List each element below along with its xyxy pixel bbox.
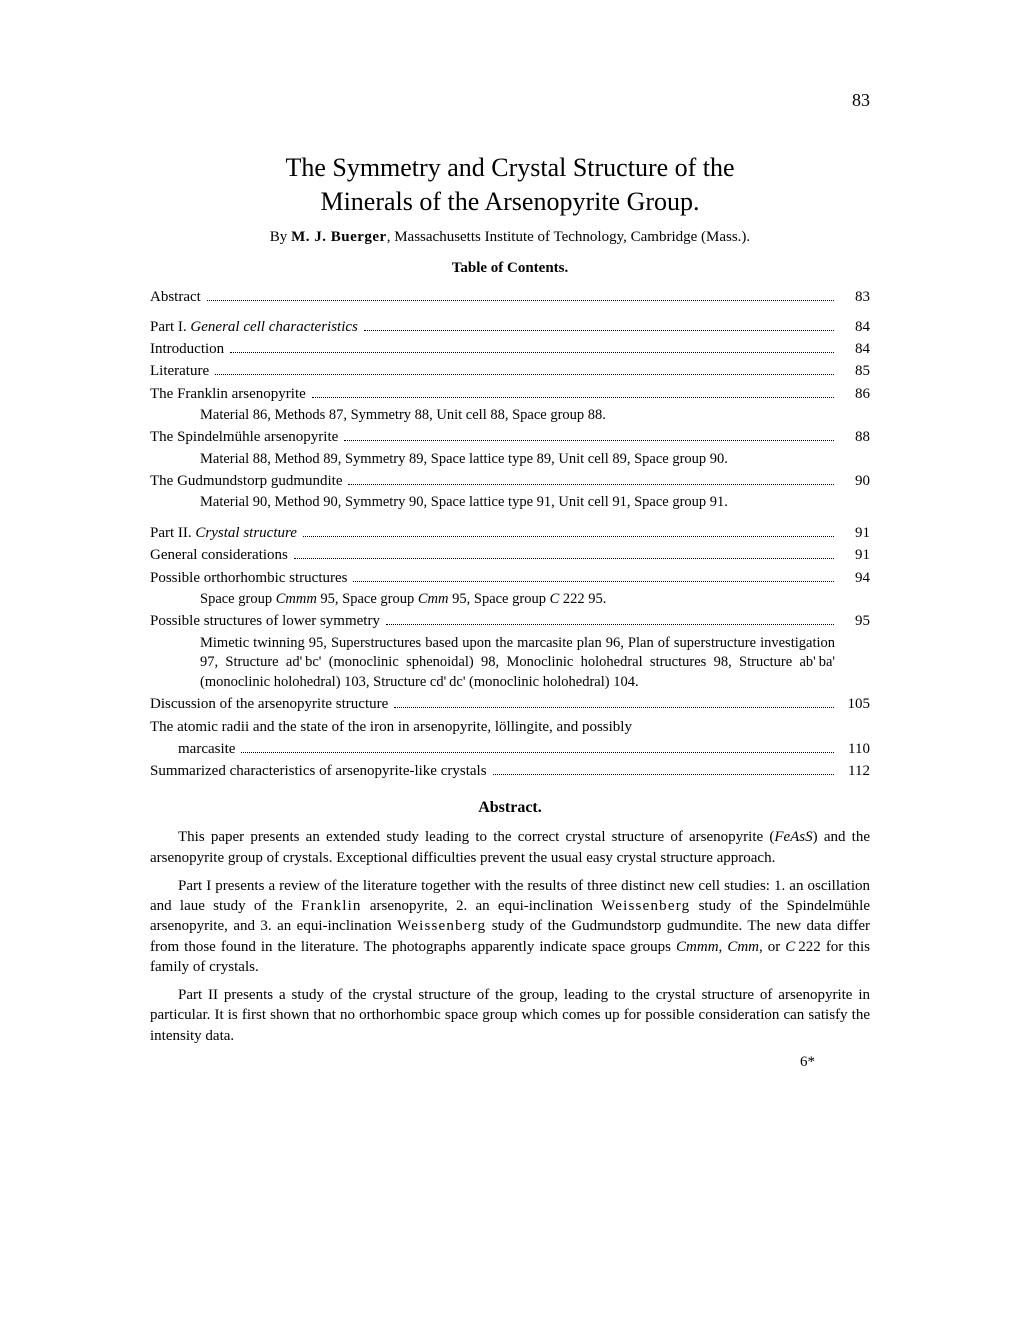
abstract-heading: Abstract. bbox=[150, 799, 870, 817]
dot-leader bbox=[207, 288, 834, 301]
toc-label: Part I. General cell characteristics bbox=[150, 317, 358, 337]
toc-label: Literature bbox=[150, 361, 209, 381]
toc-row-general: General considerations 91 bbox=[150, 545, 870, 565]
toc-page: 91 bbox=[840, 523, 870, 543]
toc-row-abstract: Abstract 83 bbox=[150, 287, 870, 307]
dot-leader bbox=[215, 362, 834, 375]
page-number: 83 bbox=[150, 90, 870, 111]
toc-page: 88 bbox=[840, 427, 870, 447]
abstract-body: This paper presents an extended study le… bbox=[150, 827, 870, 1046]
toc-row-part1: Part I. General cell characteristics 84 bbox=[150, 317, 870, 337]
toc-row-spindel: The Spindelmühle arsenopyrite 88 bbox=[150, 427, 870, 447]
toc-row-part2: Part II. Crystal structure 91 bbox=[150, 523, 870, 543]
toc-sub-orthorhombic: Space group Cmmm 95, Space group Cmm 95,… bbox=[150, 590, 870, 610]
abstract-para-2: Part I presents a review of the literatu… bbox=[150, 876, 870, 977]
dot-leader bbox=[344, 428, 834, 441]
toc-row-radii-1: The atomic radii and the state of the ir… bbox=[150, 717, 870, 737]
toc-row-lower-symmetry: Possible structures of lower symmetry 95 bbox=[150, 611, 870, 631]
dot-leader bbox=[493, 762, 834, 775]
toc-label: Abstract bbox=[150, 287, 201, 307]
toc-label: Introduction bbox=[150, 339, 224, 359]
dot-leader bbox=[230, 340, 834, 353]
dot-leader bbox=[386, 612, 834, 625]
toc-label: Summarized characteristics of arsenopyri… bbox=[150, 761, 487, 781]
toc-row-orthorhombic: Possible orthorhombic structures 94 bbox=[150, 568, 870, 588]
toc-sub-gudmundite: Material 90, Method 90, Symmetry 90, Spa… bbox=[150, 493, 870, 513]
dot-leader bbox=[312, 385, 834, 398]
toc-page: 105 bbox=[840, 694, 870, 714]
table-of-contents: Abstract 83 Part I. General cell charact… bbox=[150, 287, 870, 782]
toc-row-radii-2: marcasite 110 bbox=[150, 739, 870, 759]
toc-row-discussion: Discussion of the arsenopyrite structure… bbox=[150, 694, 870, 714]
toc-row-summary: Summarized characteristics of arsenopyri… bbox=[150, 761, 870, 781]
signature-mark: 6* bbox=[150, 1054, 870, 1071]
toc-sub-spindel: Material 88, Method 89, Symmetry 89, Spa… bbox=[150, 450, 870, 470]
toc-label: Possible structures of lower symmetry bbox=[150, 611, 380, 631]
toc-label: The Spindelmühle arsenopyrite bbox=[150, 427, 338, 447]
toc-label: marcasite bbox=[178, 739, 235, 759]
toc-label: Part II. Crystal structure bbox=[150, 523, 297, 543]
author-name: M. J. Buerger bbox=[291, 229, 387, 245]
title-line-1: The Symmetry and Crystal Structure of th… bbox=[285, 153, 734, 182]
toc-page: 83 bbox=[840, 287, 870, 307]
toc-sub-lower-symmetry: Mimetic twinning 95, Superstructures bas… bbox=[150, 634, 870, 693]
toc-page: 86 bbox=[840, 384, 870, 404]
dot-leader bbox=[294, 546, 834, 559]
toc-sub-franklin: Material 86, Methods 87, Symmetry 88, Un… bbox=[150, 406, 870, 426]
toc-page: 95 bbox=[840, 611, 870, 631]
dot-leader bbox=[394, 695, 834, 708]
toc-page: 84 bbox=[840, 317, 870, 337]
toc-page: 84 bbox=[840, 339, 870, 359]
toc-page: 91 bbox=[840, 545, 870, 565]
dot-leader bbox=[303, 524, 834, 537]
toc-page: 94 bbox=[840, 568, 870, 588]
article-title: The Symmetry and Crystal Structure of th… bbox=[150, 151, 870, 219]
toc-label: The Franklin arsenopyrite bbox=[150, 384, 306, 404]
toc-page: 90 bbox=[840, 471, 870, 491]
toc-label: Discussion of the arsenopyrite structure bbox=[150, 694, 388, 714]
toc-row-gudmundite: The Gudmundstorp gudmundite 90 bbox=[150, 471, 870, 491]
toc-label: Possible orthorhombic structures bbox=[150, 568, 347, 588]
toc-page: 85 bbox=[840, 361, 870, 381]
abstract-para-1: This paper presents an extended study le… bbox=[150, 827, 870, 868]
toc-page: 112 bbox=[840, 761, 870, 781]
toc-heading: Table of Contents. bbox=[150, 260, 870, 277]
byline-prefix: By bbox=[270, 229, 291, 245]
abstract-para-3: Part II presents a study of the crystal … bbox=[150, 985, 870, 1046]
toc-row-introduction: Introduction 84 bbox=[150, 339, 870, 359]
toc-row-franklin: The Franklin arsenopyrite 86 bbox=[150, 384, 870, 404]
toc-label: The atomic radii and the state of the ir… bbox=[150, 717, 632, 737]
byline-suffix: , Massachusetts Institute of Technology,… bbox=[387, 229, 750, 245]
dot-leader bbox=[241, 740, 834, 753]
toc-page: 110 bbox=[840, 739, 870, 759]
toc-row-literature: Literature 85 bbox=[150, 361, 870, 381]
toc-label: The Gudmundstorp gudmundite bbox=[150, 471, 342, 491]
toc-label: General considerations bbox=[150, 545, 288, 565]
dot-leader bbox=[353, 569, 834, 582]
title-line-2: Minerals of the Arsenopyrite Group. bbox=[320, 187, 699, 216]
dot-leader bbox=[364, 318, 834, 331]
dot-leader bbox=[348, 472, 834, 485]
byline: By M. J. Buerger, Massachusetts Institut… bbox=[150, 229, 870, 246]
